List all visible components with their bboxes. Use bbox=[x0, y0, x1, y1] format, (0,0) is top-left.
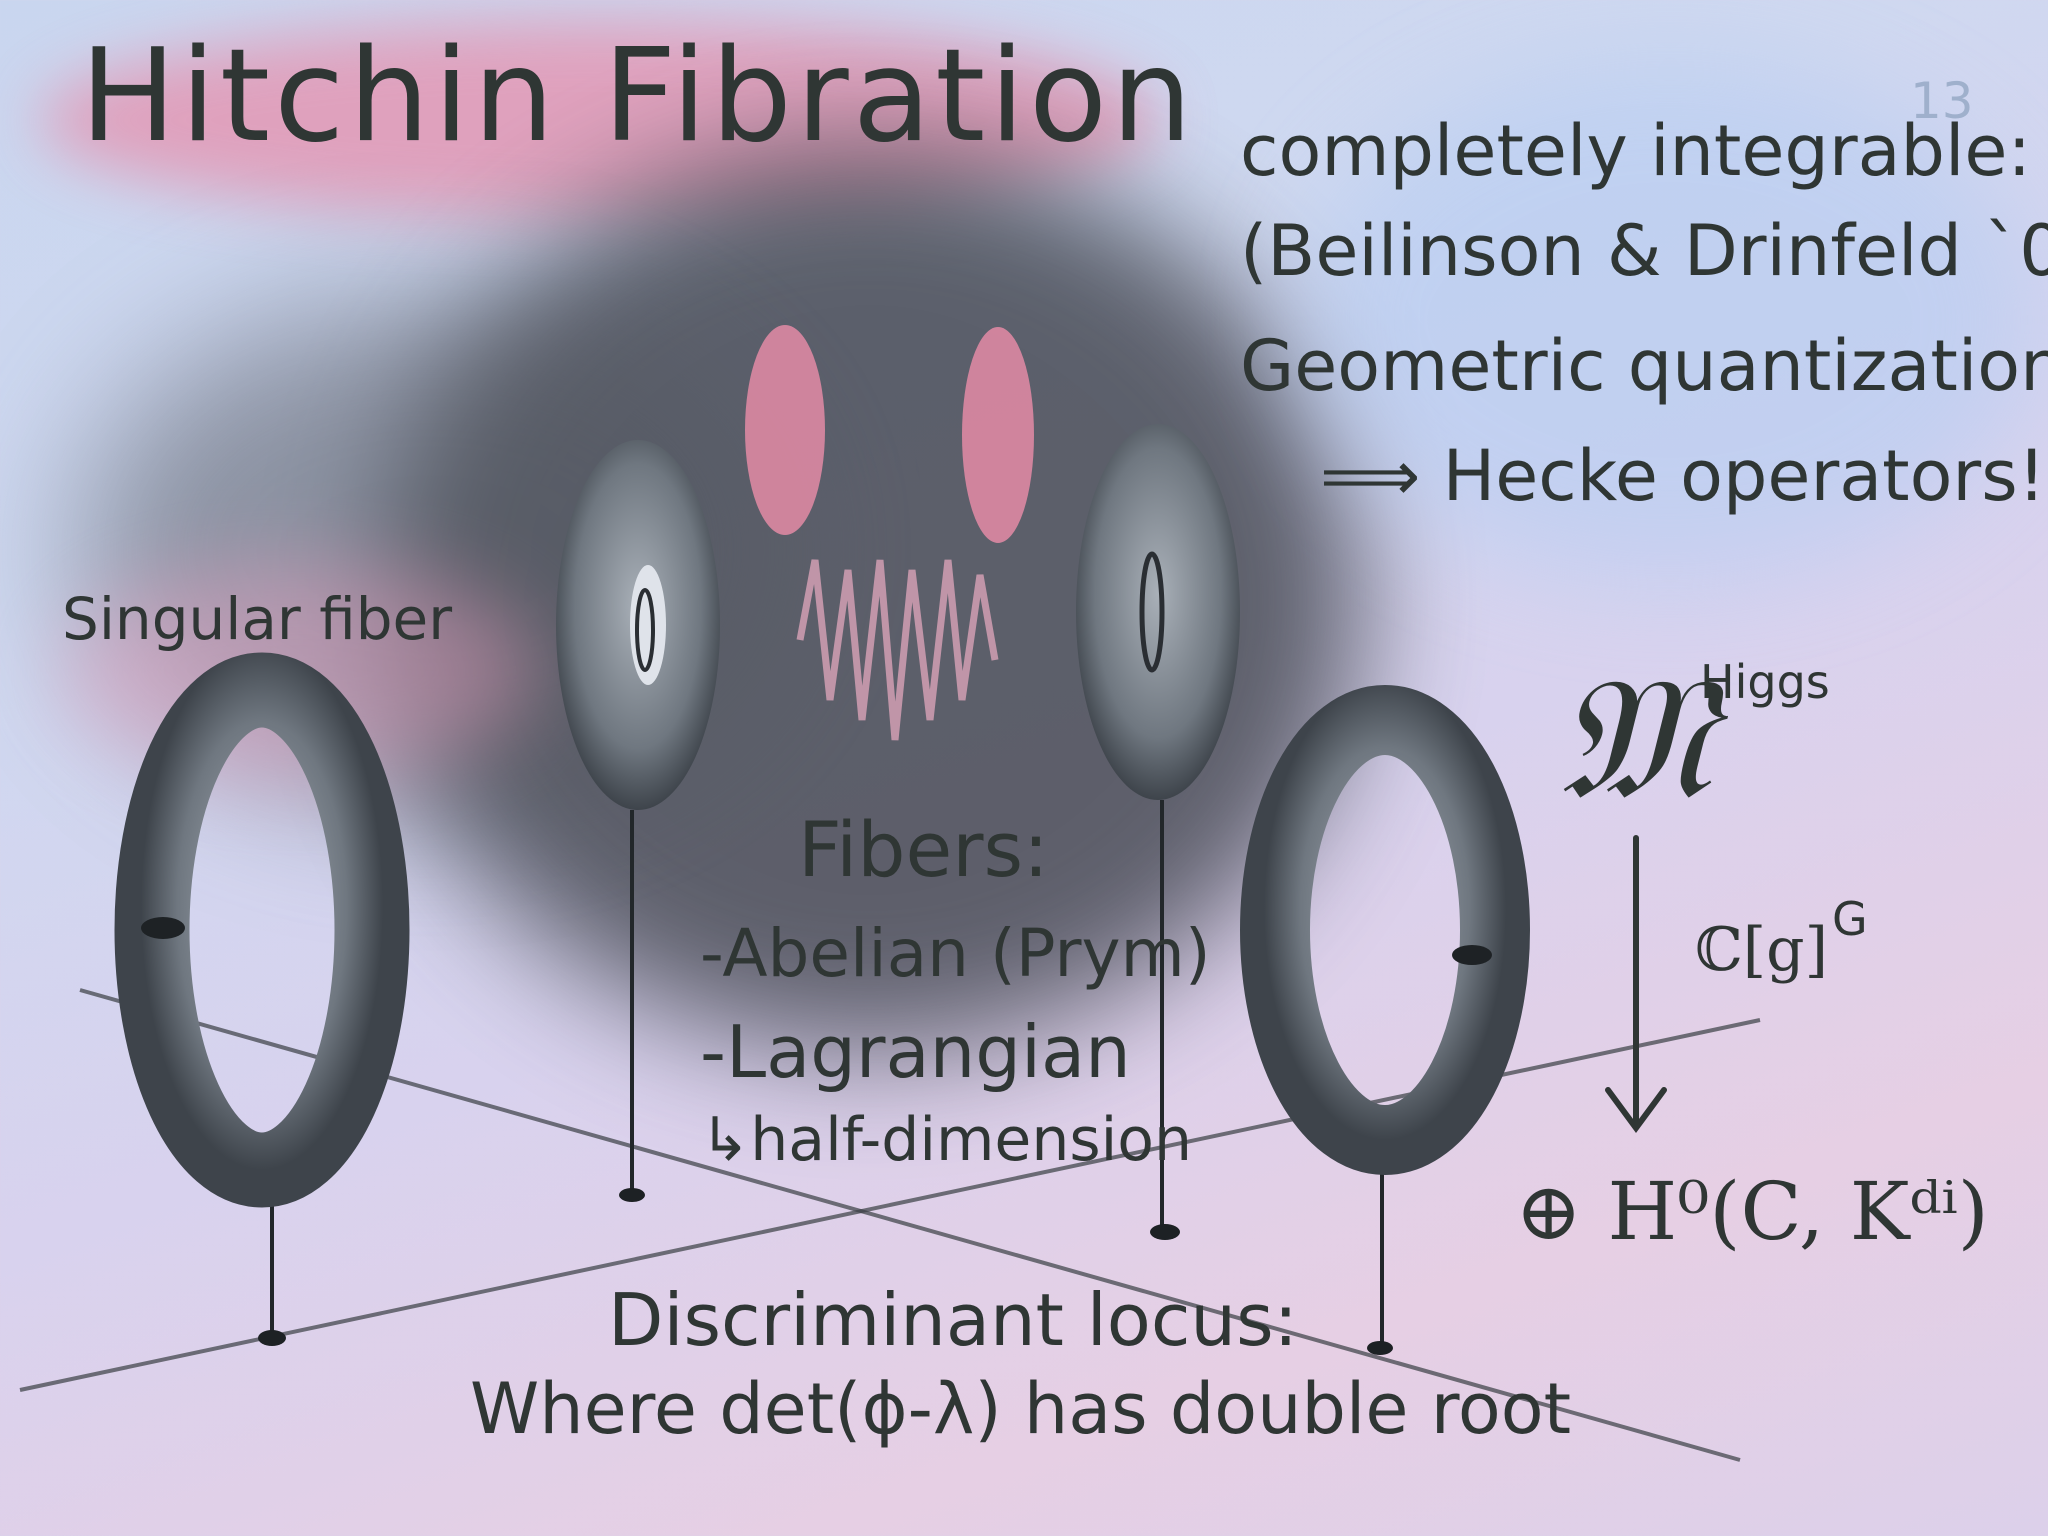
monster-eye-left bbox=[745, 325, 825, 535]
monster-eye-right bbox=[962, 327, 1034, 543]
discriminant-heading: Discriminant locus: bbox=[608, 1278, 1298, 1362]
fibers-item-half-dimension: ↳half-dimension bbox=[700, 1105, 1193, 1175]
fibers-item-lagrangian: -Lagrangian bbox=[700, 1010, 1131, 1094]
hitchin-base: ⊕ H⁰(C, Kᵈⁱ) bbox=[1515, 1165, 1989, 1258]
moduli-space-symbol: 𝔐 bbox=[1555, 640, 1712, 838]
smooth-torus-3 bbox=[1076, 424, 1240, 800]
blue-right-wash bbox=[1300, 60, 2040, 580]
smooth-torus-2 bbox=[556, 440, 720, 810]
base-point-2 bbox=[619, 1188, 645, 1202]
moduli-space-superscript: Higgs bbox=[1700, 655, 1830, 709]
base-point-4 bbox=[1367, 1341, 1393, 1355]
quantization-line: Geometric quantization bbox=[1240, 325, 2048, 407]
map-label: ℂ[g] bbox=[1695, 915, 1828, 985]
base-point-1 bbox=[258, 1330, 286, 1346]
singular-torus-right bbox=[1240, 685, 1530, 1175]
singular-torus-left bbox=[114, 652, 410, 1208]
map-label-superscript: G bbox=[1832, 892, 1868, 946]
integrable-line: completely integrable: bbox=[1240, 110, 2032, 192]
discriminant-description: Where det(ϕ-λ) has double root bbox=[470, 1368, 1572, 1450]
singular-fiber-label: Singular fiber bbox=[62, 585, 453, 653]
hecke-line: ⟹ Hecke operators! bbox=[1320, 435, 2046, 517]
fibers-item-abelian: -Abelian (Prym) bbox=[700, 915, 1211, 992]
page-number: 13 bbox=[1910, 72, 1974, 130]
hitchin-map-arrow bbox=[1605, 835, 1667, 1134]
slide-title: Hitchin Fibration bbox=[80, 22, 1197, 171]
base-point-3 bbox=[1150, 1224, 1180, 1240]
monster-teeth bbox=[796, 559, 999, 741]
fibers-heading: Fibers: bbox=[798, 805, 1049, 894]
citation-line: (Beilinson & Drinfeld `04) bbox=[1240, 210, 2048, 292]
